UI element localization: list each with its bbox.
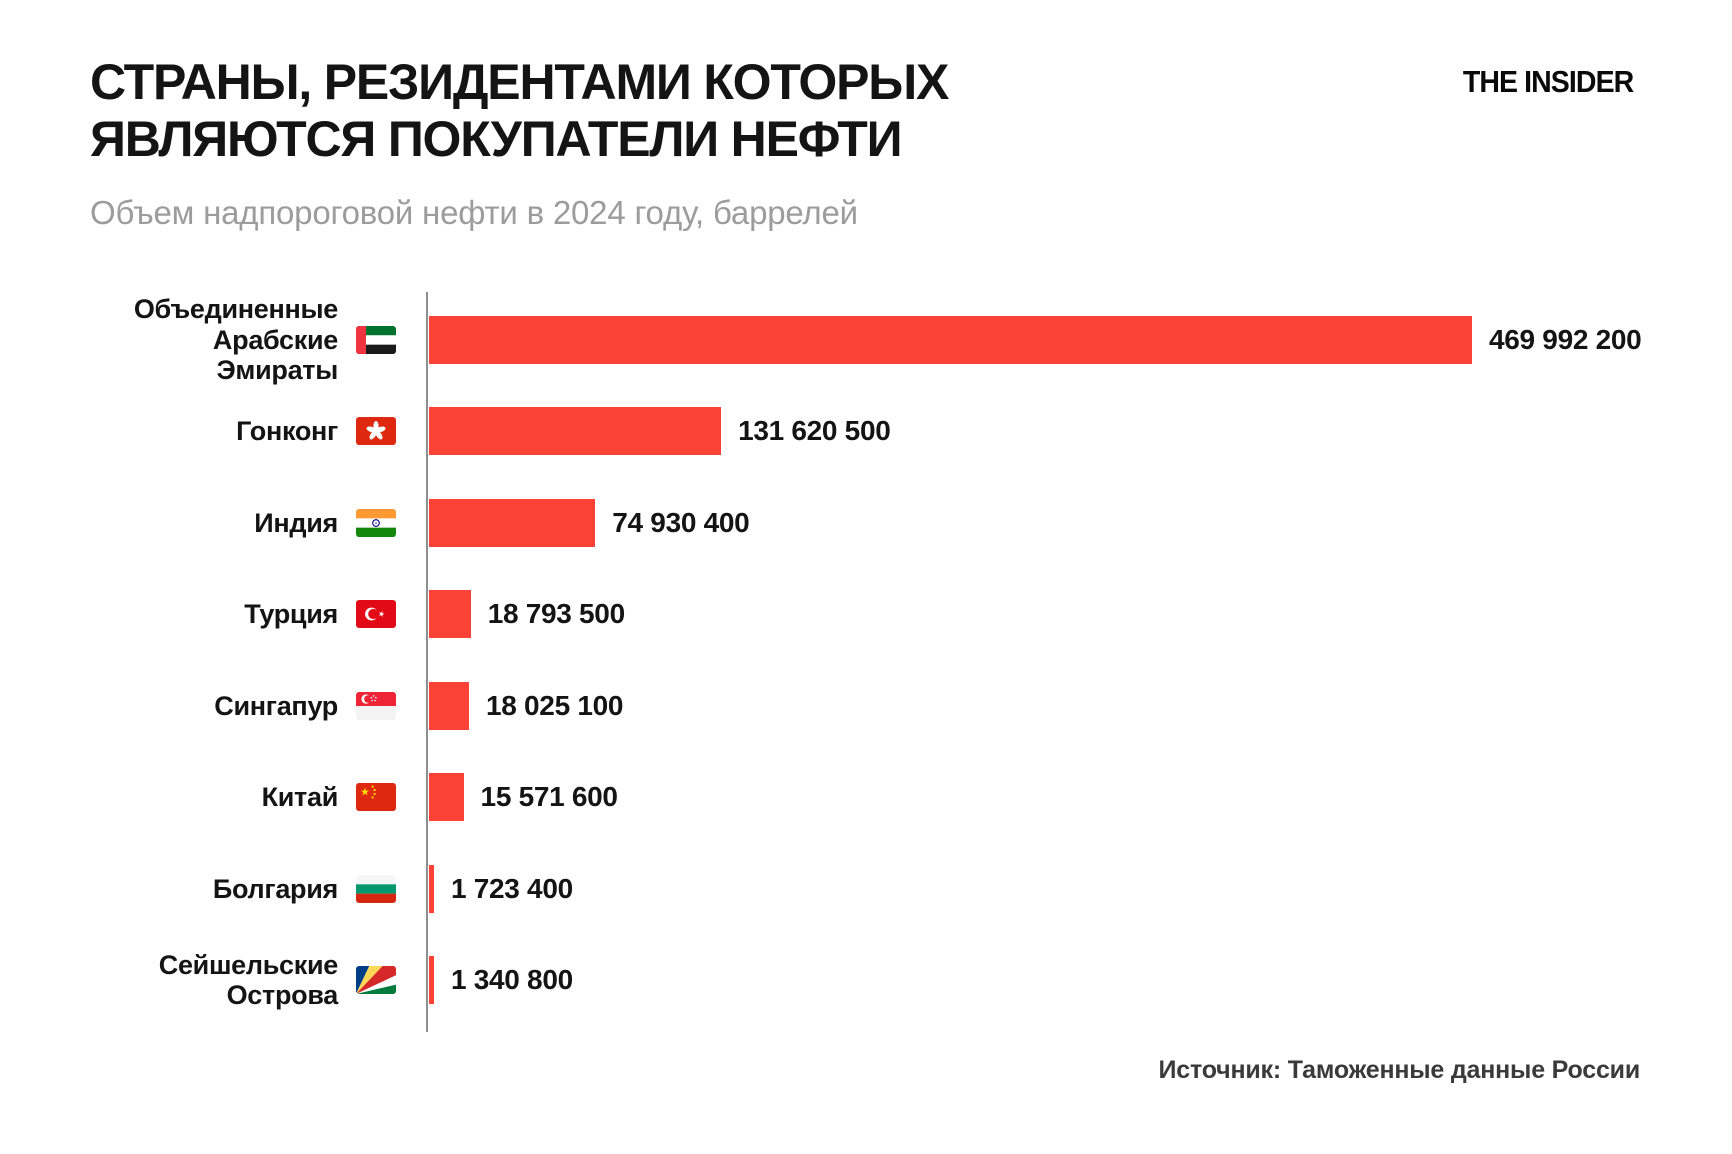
bar <box>429 681 469 730</box>
chart-row: Сейшельские Острова 1 340 800 <box>90 935 1640 1027</box>
value-label: 469 992 200 <box>1489 323 1642 355</box>
page-title-line-1: СТРАНЫ, РЕЗИДЕНТАМИ КОТОРЫХ <box>90 54 949 110</box>
country-label: Болгария <box>212 873 338 904</box>
bar-track: 18 025 100 <box>427 660 1640 752</box>
bar <box>429 956 434 1005</box>
chart-row: Индия 74 930 400 <box>90 477 1640 569</box>
brand-logo: THE INSIDER <box>1462 64 1633 99</box>
chart: Объединенные Арабские Эмираты 469 992 20… <box>90 292 1642 1032</box>
bar-track: 15 571 600 <box>427 752 1640 844</box>
hong-kong-flag-icon <box>356 417 396 446</box>
source-note: Источник: Таможенные данные России <box>1158 1056 1641 1084</box>
country-label: Сейшельские Острова <box>158 950 339 1011</box>
value-label: 18 025 100 <box>486 689 624 721</box>
china-flag-icon <box>356 783 396 812</box>
value-label: 1 340 800 <box>451 964 573 996</box>
chart-row: Сингапур 18 025 100 <box>90 660 1640 752</box>
country-label: Гонконг <box>236 416 338 447</box>
bar-track: 1 723 400 <box>427 843 1640 935</box>
bar <box>429 773 464 822</box>
uae-flag-icon <box>356 325 396 354</box>
value-label: 74 930 400 <box>612 506 750 538</box>
bar-track: 18 793 500 <box>427 569 1640 661</box>
singapore-flag-icon <box>356 691 396 720</box>
value-label: 15 571 600 <box>480 781 618 813</box>
seychelles-flag-icon <box>356 966 396 995</box>
page-title-line-2: ЯВЛЯЮТСЯ ПОКУПАТЕЛИ НЕФТИ <box>90 111 903 167</box>
page-title: СТРАНЫ, РЕЗИДЕНТАМИ КОТОРЫХ ЯВЛЯЮТСЯ ПОК… <box>90 54 949 168</box>
axis-line <box>426 292 428 1032</box>
bar <box>429 590 471 639</box>
chart-row: Болгария 1 723 400 <box>90 843 1640 935</box>
bar <box>429 498 596 547</box>
value-label: 18 793 500 <box>487 598 625 630</box>
country-label: Индия <box>254 507 338 538</box>
country-label: Объединенные Арабские Эмираты <box>133 294 338 385</box>
value-label: 131 620 500 <box>738 415 891 447</box>
value-label: 1 723 400 <box>451 872 573 904</box>
chart-row: Турция 18 793 500 <box>90 569 1640 661</box>
bar-track: 469 992 200 <box>427 294 1642 386</box>
bar-track: 131 620 500 <box>427 386 1640 478</box>
country-label: Сингапур <box>214 690 338 721</box>
page-subtitle: Объем надпороговой нефти в 2024 году, ба… <box>90 194 858 231</box>
bar <box>429 315 1472 364</box>
country-label: Турция <box>244 599 338 630</box>
chart-row: Гонконг 131 620 500 <box>90 386 1640 478</box>
bar-track: 74 930 400 <box>427 477 1640 569</box>
country-label: Китай <box>261 782 339 813</box>
bar-track: 1 340 800 <box>427 935 1640 1027</box>
bar <box>429 864 434 913</box>
chart-header: СТРАНЫ, РЕЗИДЕНТАМИ КОТОРЫХ ЯВЛЯЮТСЯ ПОК… <box>90 54 949 232</box>
turkey-flag-icon <box>356 600 396 629</box>
india-flag-icon <box>356 508 396 537</box>
chart-row: Объединенные Арабские Эмираты 469 992 20… <box>90 294 1642 386</box>
bar <box>429 407 722 456</box>
chart-row: Китай 15 571 600 <box>90 752 1640 844</box>
bulgaria-flag-icon <box>356 874 396 903</box>
